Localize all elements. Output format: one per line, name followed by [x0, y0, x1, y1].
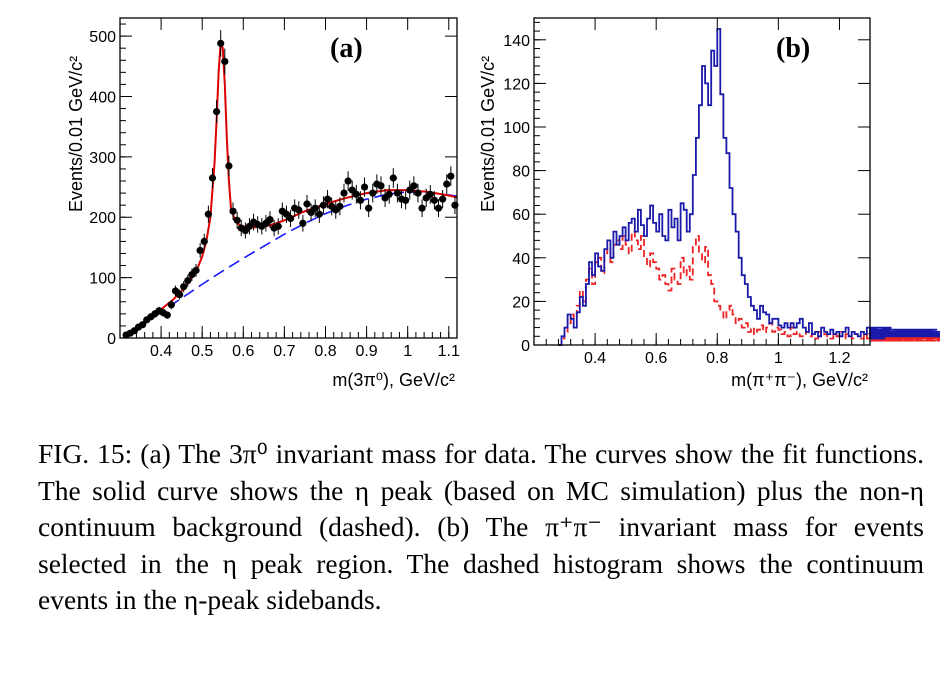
data-point — [340, 189, 348, 197]
data-point — [167, 301, 175, 309]
data-point — [447, 172, 455, 180]
data-point — [410, 182, 418, 190]
data-point — [299, 219, 307, 227]
y-tick-label: 500 — [89, 29, 116, 46]
x-tick-label: 0.9 — [355, 343, 377, 360]
x-tick-label: 1 — [403, 343, 412, 360]
data-point — [139, 321, 147, 329]
y-tick-label: 200 — [89, 210, 116, 227]
x-tick-label: 1.2 — [828, 350, 850, 367]
data-point — [221, 57, 229, 66]
plot-frame — [533, 17, 871, 346]
data-point — [385, 190, 393, 198]
chart-pipi-mass: 0.4 0.6 0.8 1 1.2 0 20 40 60 80 100 120 140 (b) Even… — [478, 17, 940, 390]
data-point — [323, 195, 332, 203]
data-point — [192, 266, 200, 274]
plot-frame — [119, 17, 458, 339]
figure-caption: FIG. 15: (a) The 3π⁰ invariant mass for d… — [38, 436, 924, 619]
data-point — [184, 277, 192, 285]
x-tick-label: 0.5 — [191, 343, 213, 360]
data-point — [229, 207, 237, 215]
y-tick-label: 0 — [521, 338, 530, 355]
caption-label: FIG. 15: — [38, 438, 133, 469]
data-point — [443, 180, 451, 188]
data-point — [225, 162, 233, 170]
data-point — [426, 190, 434, 198]
x-tick-label: 0.7 — [273, 343, 295, 360]
data-point — [180, 283, 188, 291]
data-point — [311, 204, 319, 212]
y-axis-label: Events/0.01 GeV/c² — [66, 56, 86, 212]
data-point — [365, 204, 373, 212]
signal-histogram — [558, 27, 940, 346]
y-tick-label: 0 — [107, 331, 116, 348]
y-tick-label: 60 — [512, 207, 530, 224]
y-tick-label: 120 — [503, 76, 530, 93]
data-point — [352, 190, 360, 198]
data-point — [274, 222, 282, 230]
data-point — [303, 200, 311, 208]
data-point — [266, 216, 274, 224]
x-tick-label: 0.8 — [314, 343, 336, 360]
x-tick-label: 1 — [774, 350, 783, 367]
data-point — [175, 290, 184, 299]
data-point — [344, 177, 352, 185]
y-tick-label: 100 — [89, 271, 116, 288]
panel-label-b: (b) — [776, 33, 810, 64]
y-tick-label: 300 — [89, 150, 116, 167]
data-point — [389, 174, 397, 182]
x-tick-label: 0.8 — [706, 350, 728, 367]
data-point — [414, 189, 422, 197]
y-tick-label: 400 — [89, 89, 116, 106]
x-axis-label: m(π⁺π⁻), GeV/c² — [731, 370, 868, 390]
data-point — [393, 189, 402, 197]
data-point — [233, 216, 241, 224]
data-point — [217, 39, 225, 47]
y-tick-label: 20 — [512, 294, 530, 311]
data-point — [212, 107, 221, 116]
panel-label-a: (a) — [330, 33, 363, 64]
data-point — [360, 183, 369, 191]
data-point — [377, 182, 385, 190]
y-axis-label: Events/0.01 GeV/c² — [478, 56, 498, 212]
data-point — [369, 189, 377, 197]
data-point — [196, 246, 204, 255]
data-point — [402, 196, 410, 204]
data-point — [430, 196, 438, 204]
data-point — [319, 201, 328, 209]
data-point — [418, 204, 426, 212]
y-tick-label: 80 — [512, 164, 530, 181]
data-point — [356, 196, 365, 204]
data-point — [315, 210, 323, 218]
data-point — [204, 210, 212, 218]
data-point — [439, 195, 447, 203]
caption-text: (a) The 3π⁰ invariant mass for data. The… — [38, 438, 924, 615]
y-tick-label: 140 — [503, 33, 530, 50]
chart-3pi0-mass: 0.4 0.5 0.6 0.7 0.8 0.9 1 1.1 0 100 200 300 400 500 (… — [66, 17, 460, 390]
data-point — [200, 237, 208, 245]
x-tick-label: 0.4 — [584, 350, 606, 367]
x-tick-label: 0.6 — [232, 343, 254, 360]
total-fit-line — [123, 41, 458, 338]
data-point — [286, 214, 295, 223]
data-point — [434, 204, 443, 212]
y-tick-label: 40 — [512, 251, 530, 268]
x-tick-label: 0.4 — [150, 343, 172, 360]
x-axis-label: m(3π⁰), GeV/c² — [332, 370, 455, 390]
x-tick-label: 0.6 — [645, 350, 667, 367]
data-point — [336, 202, 344, 210]
y-tick-label: 100 — [503, 120, 530, 137]
data-point — [295, 206, 303, 214]
sideband-histogram — [558, 230, 940, 346]
data-point — [208, 174, 217, 182]
data-point — [163, 311, 171, 319]
x-tick-label: 1.1 — [438, 343, 460, 360]
